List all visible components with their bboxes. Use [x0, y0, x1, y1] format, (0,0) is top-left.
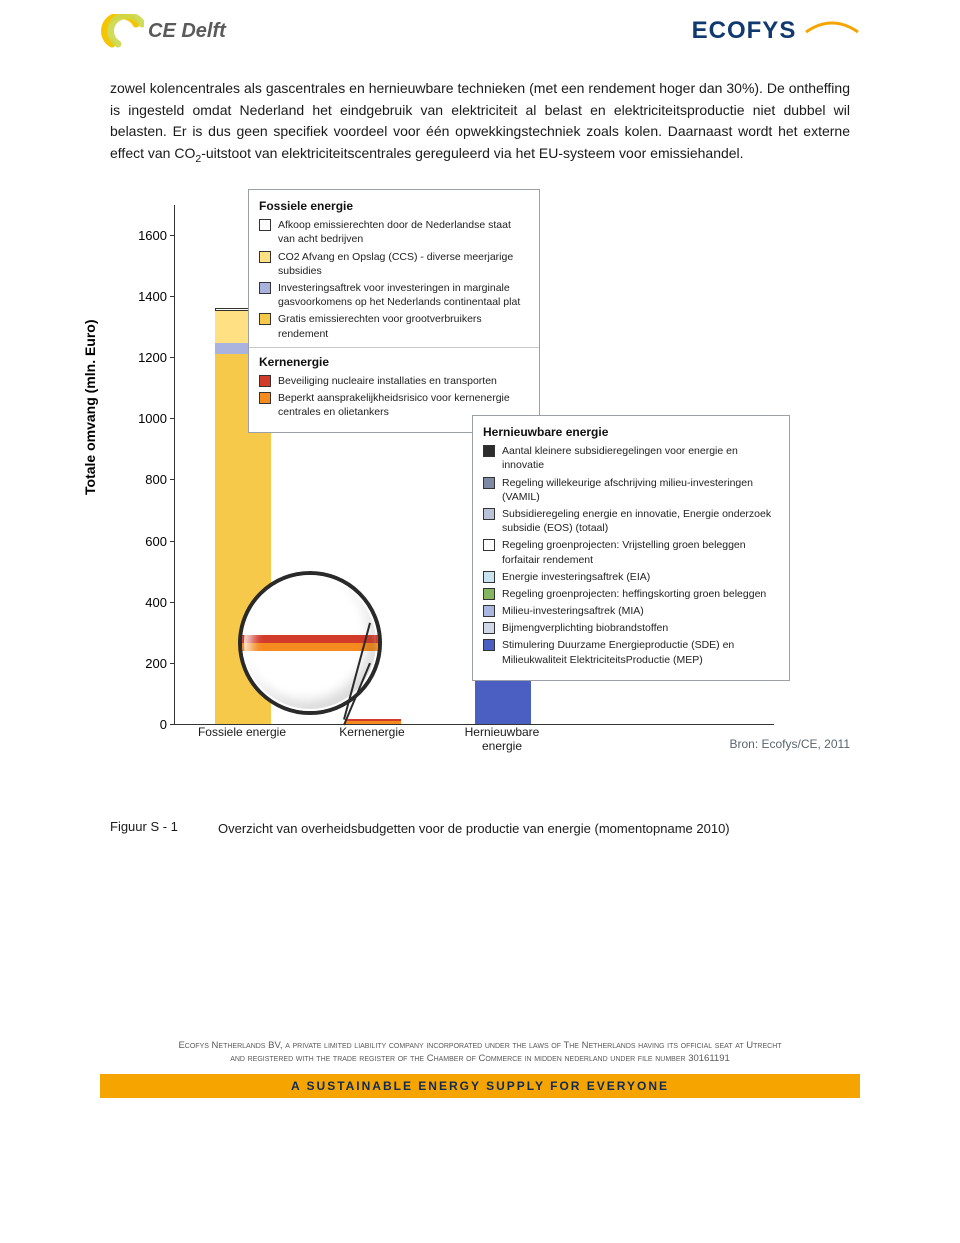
legend-swatch-icon	[483, 571, 495, 583]
y-tick-label: 200	[123, 656, 167, 671]
legend-item: Regeling willekeurige afschrijving milie…	[483, 476, 779, 504]
legend-item-label: Aantal kleinere subsidieregelingen voor …	[502, 444, 779, 472]
legend-item-label: Regeling willekeurige afschrijving milie…	[502, 476, 779, 504]
legend-renewable: Hernieuwbare energie Aantal kleinere subs…	[472, 415, 790, 681]
body-paragraph: zowel kolencentrales als gascentrales en…	[0, 58, 960, 177]
legend-item: Energie investeringsaftrek (EIA)	[483, 570, 779, 584]
legend-fossil-nuclear: Fossiele energie Afkoop emissierechten do…	[248, 189, 540, 433]
x-axis-label: Hernieuwbare energie	[447, 725, 557, 753]
legend-swatch-icon	[259, 219, 271, 231]
legend-swatch-icon	[483, 639, 495, 651]
legend-item-label: Gratis emissierechten voor grootverbruik…	[278, 312, 529, 340]
legend-item: Regeling groenprojecten: Vrijstelling gr…	[483, 538, 779, 566]
footer-line-1: Ecofys Netherlands BV, a private limited…	[80, 1040, 880, 1053]
legend-section-title: Hernieuwbare energie	[483, 424, 779, 440]
legal-footer: Ecofys Netherlands BV, a private limited…	[0, 1040, 960, 1066]
legend-swatch-icon	[259, 392, 271, 404]
y-tick-label: 1000	[123, 411, 167, 426]
bar	[345, 719, 401, 725]
figure-caption: Overzicht van overheidsbudgetten voor de…	[218, 819, 850, 840]
legend-swatch-icon	[483, 508, 495, 520]
legend-swatch-icon	[483, 477, 495, 489]
legend-item-label: Regeling groenprojecten: Vrijstelling gr…	[502, 538, 779, 566]
logo-ce-delft-text: CE Delft	[148, 20, 226, 43]
ecofys-arc-icon	[804, 18, 860, 36]
legend-item-label: Regeling groenprojecten: heffingskorting…	[502, 587, 779, 601]
legend-item-label: Bijmengverplichting biobrandstoffen	[502, 621, 779, 635]
legend-section-title: Kernenergie	[259, 354, 529, 370]
footer-banner: A SUSTAINABLE ENERGY SUPPLY FOR EVERYONE	[100, 1074, 860, 1098]
y-tick-label: 0	[123, 717, 167, 732]
legend-item: Milieu-investeringsaftrek (MIA)	[483, 604, 779, 618]
y-tick-label: 1400	[123, 289, 167, 304]
legend-swatch-icon	[259, 282, 271, 294]
legend-item: Gratis emissierechten voor grootverbruik…	[259, 312, 529, 340]
legend-item: Subsidieregeling energie en innovatie, E…	[483, 507, 779, 535]
legend-item: CO2 Afvang en Opslag (CCS) - diverse mee…	[259, 250, 529, 278]
logo-ecofys-text: ECOFYS	[692, 17, 797, 44]
legend-swatch-icon	[259, 251, 271, 263]
legend-item: Afkoop emissierechten door de Nederlands…	[259, 218, 529, 246]
legend-swatch-icon	[483, 622, 495, 634]
legend-item-label: Subsidieregeling energie en innovatie, E…	[502, 507, 779, 535]
legend-item-label: Investeringsaftrek voor investeringen in…	[278, 281, 529, 309]
y-tick-label: 400	[123, 595, 167, 610]
legend-item-label: Beveiliging nucleaire installaties en tr…	[278, 374, 529, 388]
y-tick-label: 600	[123, 534, 167, 549]
legend-item: Aantal kleinere subsidieregelingen voor …	[483, 444, 779, 472]
magnifier-icon	[238, 571, 382, 715]
legend-swatch-icon	[259, 375, 271, 387]
legend-swatch-icon	[483, 445, 495, 457]
legend-item: Stimulering Duurzame Energieproductie (S…	[483, 638, 779, 666]
legend-swatch-icon	[483, 588, 495, 600]
y-tick-label: 800	[123, 472, 167, 487]
legend-swatch-icon	[483, 605, 495, 617]
para-tail: -uitstoot van elektriciteitscentrales ge…	[201, 145, 743, 161]
x-axis-label: Kernenergie	[317, 725, 427, 739]
x-axis-label: Fossiele energie	[187, 725, 297, 739]
legend-item: Regeling groenprojecten: heffingskorting…	[483, 587, 779, 601]
legend-item: Beveiliging nucleaire installaties en tr…	[259, 374, 529, 388]
footer-line-2: and registered with the trade register o…	[80, 1053, 880, 1066]
legend-section-title: Fossiele energie	[259, 198, 529, 214]
bar-segment	[345, 719, 401, 721]
legend-item-label: Energie investeringsaftrek (EIA)	[502, 570, 779, 584]
y-tick-label: 1200	[123, 350, 167, 365]
legend-swatch-icon	[259, 313, 271, 325]
legend-item-label: CO2 Afvang en Opslag (CCS) - diverse mee…	[278, 250, 529, 278]
legend-item-label: Afkoop emissierechten door de Nederlands…	[278, 218, 529, 246]
figure-label: Figuur S - 1	[110, 819, 200, 840]
legend-item-label: Stimulering Duurzame Energieproductie (S…	[502, 638, 779, 666]
bar-segment	[345, 721, 401, 724]
chart-source: Bron: Ecofys/CE, 2011	[729, 737, 850, 751]
stacked-bar-chart: Totale omvang (mln. Euro) 02004006008001…	[110, 195, 850, 805]
y-axis-label: Totale omvang (mln. Euro)	[82, 320, 98, 496]
legend-item: Bijmengverplichting biobrandstoffen	[483, 621, 779, 635]
y-tick-label: 1600	[123, 228, 167, 243]
legend-item-label: Milieu-investeringsaftrek (MIA)	[502, 604, 779, 618]
legend-item: Investeringsaftrek voor investeringen in…	[259, 281, 529, 309]
logo-ce-delft: CE Delft	[100, 14, 226, 48]
logo-ecofys: ECOFYS	[692, 17, 860, 45]
legend-swatch-icon	[483, 539, 495, 551]
ce-delft-swirl-icon	[100, 14, 144, 48]
